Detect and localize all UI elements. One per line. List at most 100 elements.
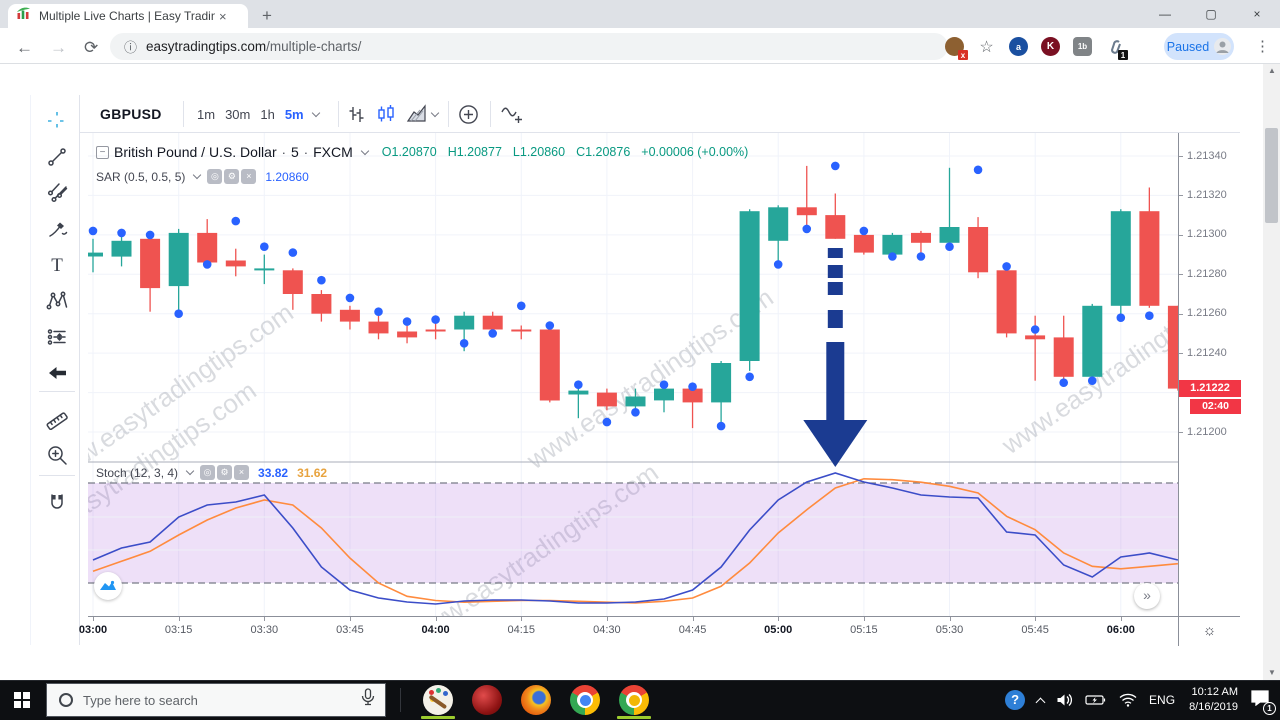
window-minimize-button[interactable]: —: [1159, 7, 1171, 21]
tool-zoom-in-icon[interactable]: [45, 443, 69, 467]
stoch-label[interactable]: Stoch (12, 3, 4): [96, 465, 179, 480]
price-tick: [1179, 274, 1183, 276]
visibility-eye-icon[interactable]: ◎: [207, 169, 223, 184]
taskbar-app-chrome[interactable]: [570, 685, 600, 715]
time-label: 05:15: [850, 624, 878, 636]
legend-collapse-icon[interactable]: −: [96, 145, 109, 159]
profile-paused-button[interactable]: Paused: [1164, 33, 1234, 60]
chevron-down-icon[interactable]: [185, 466, 195, 476]
candles-style-icon[interactable]: [376, 95, 396, 133]
time-label: 04:15: [507, 624, 536, 636]
ohlc-close: C1.20876: [576, 145, 631, 159]
notification-badge: 1: [1263, 702, 1276, 715]
language-indicator[interactable]: ENG: [1149, 693, 1176, 707]
timeframe-1m[interactable]: 1m: [197, 106, 216, 122]
scroll-down-icon[interactable]: ▼: [1268, 668, 1276, 677]
tool-brush-icon[interactable]: [45, 217, 69, 241]
taskbar-app-opera[interactable]: [472, 685, 502, 715]
chevron-down-icon[interactable]: [360, 146, 370, 155]
chart-toolbar: GBPUSD 1m 30m 1h 5m: [80, 95, 1240, 133]
mic-icon[interactable]: [361, 688, 375, 712]
tools-divider: [39, 475, 75, 476]
taskbar-app-krita[interactable]: [423, 685, 453, 715]
settings-gear-icon[interactable]: ⚙: [224, 169, 240, 184]
timeframe-5m[interactable]: 5m: [284, 106, 304, 122]
browser-tab[interactable]: Multiple Live Charts | Easy Tradin ×: [8, 4, 248, 28]
taskbar-app-firefox[interactable]: [521, 685, 551, 715]
start-button[interactable]: [0, 680, 46, 720]
time-tick: [178, 617, 180, 621]
window-maximize-button[interactable]: ▢: [1205, 7, 1217, 21]
notification-center-icon[interactable]: 1: [1250, 689, 1276, 715]
remove-close-icon[interactable]: ×: [234, 465, 250, 480]
stoch-legend: Stoch (12, 3, 4) ◎ ⚙ × 33.82 31.62: [96, 465, 327, 480]
price-chart[interactable]: www.easytradingtips.comwww.easytradingti…: [88, 133, 1178, 616]
area-style-icon[interactable]: [406, 95, 440, 133]
reload-button[interactable]: ⟳: [84, 38, 99, 57]
tool-trend-line-icon[interactable]: [45, 145, 69, 169]
clip-icon[interactable]: 1: [1105, 37, 1128, 60]
chart-provider-logo[interactable]: [94, 572, 122, 600]
compare-plus-icon[interactable]: [458, 95, 479, 133]
ohlc-change: +0.00006 (+0.00%): [641, 145, 749, 159]
clock[interactable]: 10:12 AM 8/16/2019: [1189, 685, 1238, 715]
bars-style-icon[interactable]: [346, 95, 366, 133]
time-label: 05:30: [935, 624, 964, 636]
tool-xabcd-pattern-icon[interactable]: [45, 289, 69, 313]
tool-ruler-icon[interactable]: [45, 407, 69, 431]
browser-menu-icon[interactable]: ⋮: [1255, 38, 1270, 55]
onetab-icon[interactable]: 1b: [1073, 37, 1092, 56]
legend-sep: ·: [281, 144, 286, 160]
chevron-down-icon[interactable]: [193, 170, 202, 180]
legend-sep: ·: [303, 144, 309, 160]
axis-settings-sun-icon[interactable]: ☼: [1178, 617, 1240, 646]
timeframe-30m[interactable]: 30m: [225, 106, 251, 122]
new-tab-button[interactable]: +: [262, 6, 272, 25]
search-placeholder: Type here to search: [83, 692, 198, 708]
cookie-blocker-icon[interactable]: x: [945, 37, 968, 60]
taskbar-search[interactable]: Type here to search: [46, 683, 386, 717]
time-label: 03:15: [164, 624, 193, 636]
site-info-icon[interactable]: ⓘ: [124, 40, 138, 55]
tray-expand-icon[interactable]: [1035, 695, 1046, 707]
tool-magnet-icon[interactable]: [45, 491, 69, 515]
forward-button[interactable]: →: [50, 38, 67, 57]
taskbar-app-chrome-active[interactable]: [619, 685, 649, 715]
scrollbar-thumb[interactable]: [1265, 128, 1278, 223]
tool-forecast-icon[interactable]: [45, 325, 69, 349]
bookmark-star-icon[interactable]: ☆: [979, 38, 994, 56]
expand-more-button[interactable]: »: [1134, 583, 1160, 609]
time-label: 06:00: [1106, 624, 1135, 636]
wifi-icon[interactable]: [1119, 693, 1137, 707]
tool-pitchfork-icon[interactable]: [45, 181, 69, 205]
tool-crosshair-icon[interactable]: [45, 109, 69, 133]
window-close-button[interactable]: ×: [1253, 7, 1261, 21]
help-icon[interactable]: ?: [1005, 690, 1026, 710]
price-axis[interactable]: 1.21340 1.21320 1.21300 1.21280 1.21260 1.212…: [1178, 133, 1241, 616]
remove-close-icon[interactable]: ×: [241, 169, 257, 184]
tool-text-icon[interactable]: T: [45, 253, 69, 277]
symbol-button[interactable]: GBPUSD: [100, 106, 162, 122]
price-label: 1.21280: [1187, 267, 1227, 280]
timeframes-chevron-icon[interactable]: [311, 108, 320, 117]
k-circle-icon[interactable]: K: [1041, 37, 1060, 56]
tool-arrow-icon[interactable]: [45, 361, 69, 385]
sar-label[interactable]: SAR (0.5, 0.5, 5): [96, 169, 186, 184]
time-axis[interactable]: ☼ 03:00 03:15 03:30 03:45 04:00 04:15 04:30 04:…: [79, 616, 1240, 646]
legend-title[interactable]: British Pound / U.S. Dollar: [114, 144, 277, 160]
battery-icon[interactable]: [1085, 693, 1107, 707]
volume-icon[interactable]: [1056, 692, 1073, 708]
clip-icon-badge: 1: [1118, 50, 1128, 60]
back-button[interactable]: ←: [16, 38, 33, 57]
timeframe-1h[interactable]: 1h: [260, 106, 275, 122]
address-bar[interactable]: ⓘ easytradingtips.com/multiple-charts/: [110, 33, 948, 60]
visibility-eye-icon[interactable]: ◎: [200, 465, 216, 480]
indicators-icon[interactable]: [500, 95, 524, 133]
tab-close-icon[interactable]: ×: [219, 8, 227, 24]
time-tick: [1035, 617, 1037, 621]
legend-interval: 5: [290, 144, 299, 160]
time-label: 03:00: [78, 624, 108, 636]
scroll-up-icon[interactable]: ▲: [1268, 66, 1276, 75]
a-circle-icon[interactable]: a: [1009, 37, 1028, 56]
settings-gear-icon[interactable]: ⚙: [217, 465, 233, 480]
